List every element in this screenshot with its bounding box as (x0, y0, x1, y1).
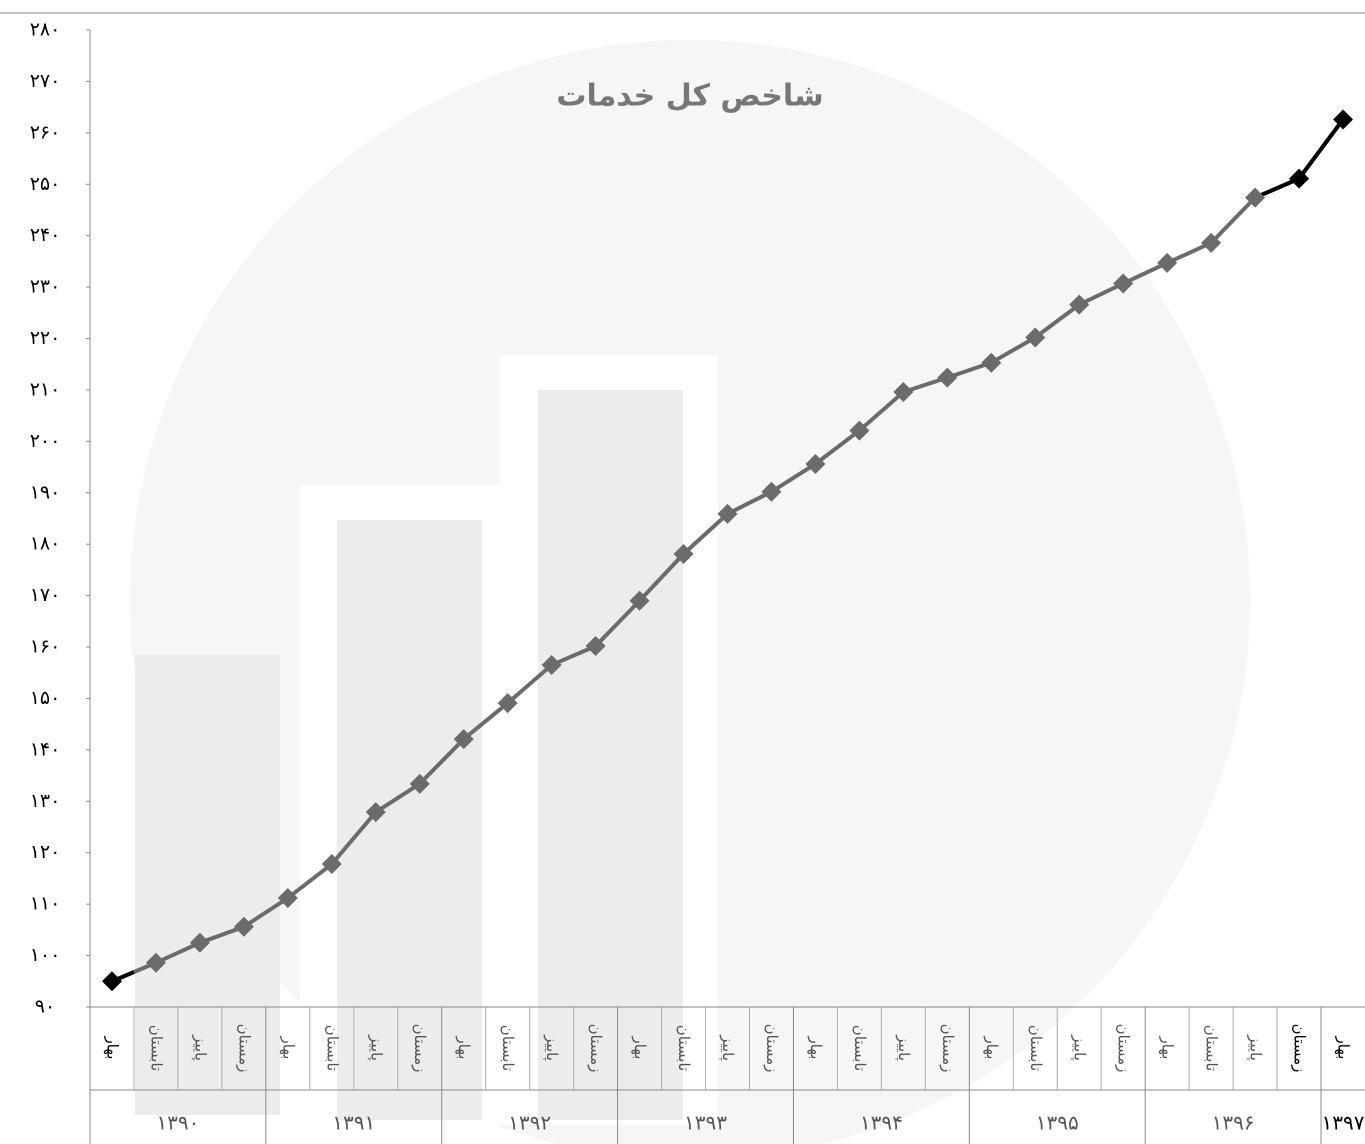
y-tick-label: ۲۱۰ (30, 378, 61, 400)
x-tick-label: تابستان (499, 1025, 517, 1071)
year-label: ۱۳۹۷ (1322, 1111, 1365, 1135)
year-label: ۱۳۹۰ (156, 1111, 199, 1135)
marker (849, 420, 870, 441)
marker (277, 887, 298, 908)
y-tick-label: ۱۵۰ (30, 687, 61, 709)
marker (629, 590, 650, 611)
year-label: ۱۳۹۵ (1036, 1111, 1079, 1135)
y-tick-label: ۱۹۰ (30, 481, 61, 503)
y-tick-label: ۱۲۰ (30, 841, 61, 863)
x-tick-label: زمستان (1291, 1024, 1309, 1073)
y-tick-label: ۲۳۰ (30, 276, 61, 298)
marker (189, 932, 210, 953)
year-label: ۱۳۹۲ (508, 1111, 551, 1135)
marker (497, 693, 518, 714)
x-tick-label: بهار (103, 1036, 121, 1060)
x-tick-label: بهار (807, 1036, 825, 1060)
x-tick-label: زمستان (235, 1024, 253, 1073)
x-tick-label: تابستان (1027, 1025, 1045, 1071)
marker (1201, 232, 1222, 253)
x-tick-label: بهار (1335, 1036, 1353, 1060)
line-highlight (1297, 118, 1345, 180)
marker (365, 802, 386, 823)
marker (453, 729, 474, 750)
line-highlight (1254, 176, 1300, 200)
marker (1333, 109, 1354, 130)
y-tick-label: ۱۰۰ (30, 944, 61, 966)
marker (233, 916, 254, 937)
x-tick-label: تابستان (1203, 1025, 1221, 1071)
marker (1157, 252, 1178, 273)
watermark (130, 40, 1250, 1144)
x-tick-label: بهار (631, 1036, 649, 1060)
marker (1289, 168, 1310, 189)
marker (673, 543, 694, 564)
chart-title: شاخص کل خدمات (556, 79, 823, 114)
marker (761, 481, 782, 502)
y-tick-label: ۱۱۰ (30, 893, 61, 915)
x-tick-label: پاییز (366, 1034, 385, 1061)
marker (101, 971, 122, 992)
marker (1069, 294, 1090, 315)
year-label: ۱۳۹۴ (860, 1111, 903, 1135)
x-tick-label: پاییز (894, 1034, 913, 1061)
x-tick-label: پاییز (718, 1034, 737, 1061)
marker (585, 636, 606, 657)
x-tick-label: تابستان (323, 1025, 341, 1071)
marker (717, 503, 738, 524)
marker (893, 382, 914, 403)
marker (321, 854, 342, 875)
marker (1245, 187, 1266, 208)
x-tick-label: پاییز (542, 1034, 561, 1061)
x-tick-label: زمستان (939, 1024, 957, 1073)
y-tick-label: ۲۵۰ (30, 173, 61, 195)
x-tick-label: زمستان (1115, 1024, 1133, 1073)
year-label: ۱۳۹۶ (1212, 1111, 1255, 1135)
y-tick-label: ۲۰۰ (30, 430, 61, 452)
y-tick-label: ۲۴۰ (30, 224, 61, 246)
y-tick-label: ۱۶۰ (30, 636, 61, 658)
x-tick-label: بهار (983, 1036, 1001, 1060)
x-tick-label: تابستان (851, 1025, 869, 1071)
marker (541, 655, 562, 676)
x-tick-label: تابستان (147, 1025, 165, 1071)
x-tick-label: تابستان (675, 1025, 693, 1071)
x-tick-label: زمستان (763, 1024, 781, 1073)
x-tick-label: زمستان (411, 1024, 429, 1073)
x-tick-label: پاییز (1070, 1034, 1089, 1061)
y-tick-label: ۱۳۰ (30, 790, 61, 812)
y-tick-label: ۹۰ (35, 996, 55, 1018)
x-tick-label: بهار (1159, 1036, 1177, 1060)
y-tick-label: ۲۷۰ (30, 70, 61, 92)
marker (1025, 327, 1046, 348)
x-tick-label: پاییز (1246, 1034, 1265, 1061)
year-label: ۱۳۹۳ (684, 1111, 727, 1135)
y-tick-label: ۱۴۰ (30, 738, 61, 760)
marker (937, 367, 958, 388)
x-tick-label: بهار (279, 1036, 297, 1060)
y-tick-label: ۱۸۰ (30, 533, 61, 555)
y-tick-label: ۲۶۰ (30, 121, 61, 143)
marker (409, 773, 430, 794)
y-tick-label: ۲۸۰ (30, 19, 61, 41)
year-label: ۱۳۹۱ (332, 1111, 375, 1135)
x-tick-label: زمستان (587, 1024, 605, 1073)
marker (805, 453, 826, 474)
x-tick-label: پاییز (190, 1034, 209, 1061)
marker (981, 352, 1002, 373)
y-tick-label: ۲۲۰ (30, 327, 61, 349)
marker (1113, 273, 1134, 294)
marker (145, 952, 166, 973)
x-tick-label: بهار (455, 1036, 473, 1060)
y-tick-label: ۱۷۰ (30, 584, 61, 606)
